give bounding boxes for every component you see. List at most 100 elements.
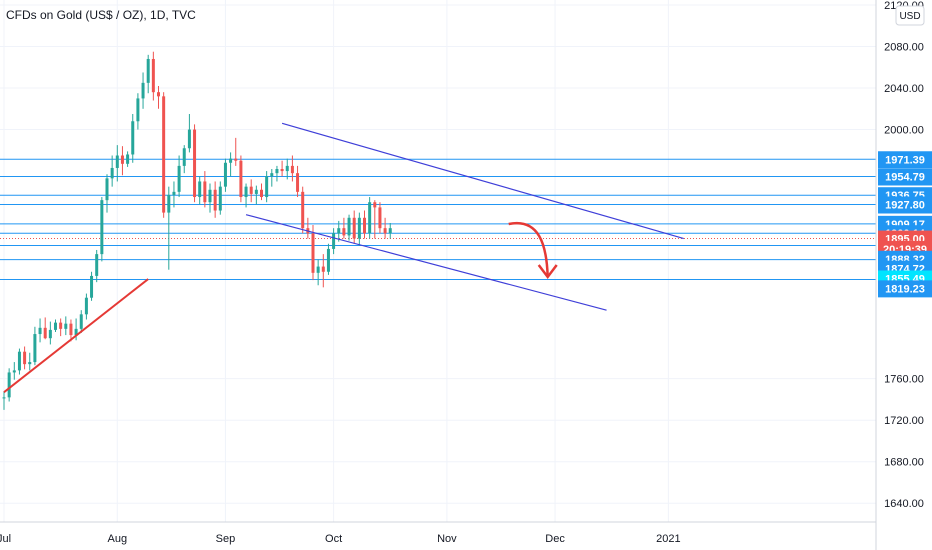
price-tag: [878, 196, 932, 214]
candle-body: [2, 397, 6, 399]
time-tick-label: Dec: [545, 533, 565, 545]
candle-body: [131, 121, 135, 155]
time-tick-label: Jul: [0, 533, 11, 545]
candle-body: [223, 162, 227, 187]
candles: [2, 51, 392, 410]
candle-body: [342, 228, 346, 236]
candle-body: [64, 323, 68, 329]
candle-body: [275, 169, 279, 174]
price-tag: [878, 280, 932, 298]
candle-body: [74, 328, 78, 336]
price-tick-label: 1760.00: [884, 374, 924, 386]
candle-body: [120, 155, 124, 164]
candle-body: [378, 207, 382, 229]
price-tick-label: 1720.00: [884, 415, 924, 427]
price-tag-label: 1819.23: [885, 283, 925, 295]
candle-body: [368, 202, 372, 234]
candle-body: [280, 169, 284, 172]
candle-body: [229, 158, 233, 163]
channel-upper-line[interactable]: [281, 122, 684, 240]
candle-body: [321, 266, 325, 272]
candle-body: [7, 372, 11, 398]
currency-label: USD: [899, 11, 920, 22]
chart-title: CFDs on Gold (US$ / OZ), 1D, TVC: [6, 8, 196, 22]
candle-body: [265, 176, 269, 198]
candle-body: [100, 200, 104, 255]
price-tick-label: 2000.00: [884, 125, 924, 137]
candle-body: [90, 275, 94, 298]
candle-body: [177, 165, 181, 192]
price-tick-label: 2040.00: [884, 83, 924, 95]
candle-body: [347, 217, 351, 236]
candle-body: [33, 334, 37, 363]
candle-body: [285, 165, 289, 172]
candle-body: [79, 314, 83, 329]
candle-body: [218, 186, 222, 211]
candle-body: [23, 351, 27, 365]
candle-body: [326, 248, 330, 272]
price-tag-label: 1927.80: [885, 200, 925, 212]
time-tick-label: Sep: [216, 533, 236, 545]
candle-body: [126, 154, 130, 164]
candle-body: [316, 266, 320, 273]
price-tag: [878, 151, 932, 169]
time-axis[interactable]: Jul Aug Sep Oct Nov Dec 2021: [0, 533, 681, 545]
price-tag-label: 1954.79: [885, 171, 925, 183]
price-tick-label: 1640.00: [884, 498, 924, 510]
candle-body: [69, 323, 73, 336]
candle-body: [146, 58, 150, 83]
candle-body: [48, 329, 52, 339]
channel-lower-line[interactable]: [245, 214, 607, 311]
currency-button[interactable]: USD: [895, 5, 925, 26]
candle-body: [388, 228, 392, 234]
candle-body: [357, 217, 361, 239]
forecast-arrow[interactable]: [508, 221, 549, 277]
candle-body: [234, 158, 238, 161]
drawings[interactable]: [3, 122, 684, 393]
candle-body: [383, 228, 387, 234]
candle-body: [363, 217, 366, 234]
candle-body: [332, 233, 336, 249]
candle-body: [352, 217, 356, 239]
candle-body: [260, 189, 263, 198]
candle-body: [95, 254, 99, 276]
price-tick-label: 1680.00: [884, 457, 924, 469]
price-tick-label: 2080.00: [884, 42, 924, 54]
candle-body: [301, 191, 305, 229]
candle-body: [141, 82, 145, 99]
candle-body: [290, 165, 294, 174]
candle-body: [249, 186, 253, 194]
candle-body: [43, 327, 47, 339]
candle-body: [203, 181, 207, 203]
candle-body: [311, 233, 315, 273]
time-tick-label: Nov: [437, 533, 457, 545]
uptrend-line[interactable]: [3, 278, 149, 393]
candle-body: [136, 98, 140, 122]
candle-body: [213, 189, 217, 211]
candle-body: [151, 58, 155, 93]
candle-body: [38, 327, 42, 335]
candle-body: [105, 178, 109, 201]
time-tick-label: Aug: [108, 533, 128, 545]
candle-body: [254, 189, 258, 194]
candle-body: [17, 351, 21, 371]
grid: [0, 0, 876, 522]
price-tags: 1971.391954.791936.751927.801909.171900.…: [878, 151, 932, 298]
candle-body: [28, 362, 32, 365]
candle-body: [167, 194, 171, 213]
forecast-arrowhead[interactable]: [537, 264, 558, 280]
price-tag-label: 1971.39: [885, 154, 925, 166]
candle-body: [244, 186, 248, 198]
candle-body: [337, 228, 341, 234]
candle-body: [12, 370, 16, 373]
candle-body: [296, 173, 300, 192]
candle-body: [162, 96, 166, 213]
price-tag: [878, 168, 932, 186]
candle-body: [198, 181, 202, 198]
candle-body: [54, 322, 57, 330]
price-axis[interactable]: 1640.00 1680.00 1720.00 1760.00 2000.00 2040.…: [884, 0, 924, 510]
candle-body: [208, 189, 212, 203]
candle-body: [193, 129, 197, 198]
candle-body: [84, 297, 88, 315]
